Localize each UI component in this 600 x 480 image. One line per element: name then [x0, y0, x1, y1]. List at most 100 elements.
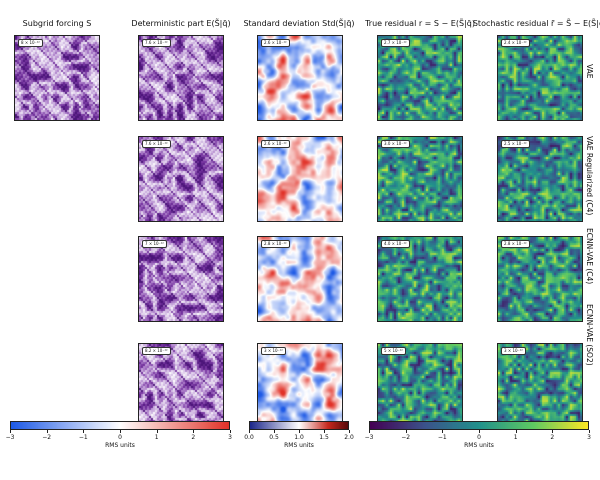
deterministic-part-panel: 7.6 × 10⁻¹²: [138, 136, 224, 222]
true-residual-panel: 2.7 × 10⁻¹²: [377, 35, 463, 121]
heatmap-image: [378, 344, 462, 428]
colorbar-tick-label: 0.0: [244, 434, 254, 441]
rms-annotation: 3 × 10⁻¹²: [501, 347, 526, 355]
colorbar-tick-label: 2.0: [344, 434, 354, 441]
row-label-vae: VAE: [585, 64, 594, 79]
rms-annotation: 2.4 × 10⁻¹²: [501, 39, 530, 47]
column-title-stddev: Standard deviation Std(S̃|q̄): [243, 19, 355, 28]
colorbar-tick-label: 1: [513, 434, 518, 441]
colorbar-tick-label: −2: [42, 434, 52, 441]
column-title-true-residual: True residual r = S − E(S̃|q̄): [365, 19, 475, 28]
stddev-panel: 2.6 × 10⁻¹²: [257, 136, 343, 222]
colorbar-bwr: [10, 421, 230, 430]
colorbar-tick-mark: [46, 430, 48, 433]
rms-annotation: 7.6 × 10⁻¹²: [142, 140, 171, 148]
true-residual-panel: 3.0 × 10⁻¹²: [377, 136, 463, 222]
true-residual-panel: 4.0 × 10⁻¹²: [377, 236, 463, 322]
rms-annotation: 2.8 × 10⁻¹²: [501, 240, 530, 248]
column-title-deterministic: Deterministic part E(S̃|q̄): [131, 19, 231, 28]
row-label-vae-regularized: VAE Regularized (C4): [585, 136, 594, 216]
colorbar-tick-label: 2: [191, 434, 196, 441]
deterministic-part-panel: 8.2 × 10⁻¹²: [138, 343, 224, 429]
row-label-ecnn-vae-c4: ECNN-VAE (C4): [585, 228, 594, 285]
colorbar-tick-mark: [249, 430, 250, 433]
colorbar-tick-mark: [349, 430, 350, 433]
rms-annotation: 2.8 × 10⁻¹²: [261, 240, 290, 248]
rms-annotation: 3 × 10⁻¹²: [261, 347, 286, 355]
colorbar-tick-mark: [230, 430, 231, 433]
heatmap-image: [378, 36, 462, 120]
heatmap-image: [498, 237, 582, 321]
heatmap-image: [258, 237, 342, 321]
colorbar-tick-mark: [369, 430, 370, 433]
colorbar-tick-mark: [589, 430, 590, 433]
deterministic-part-panel: 7 × 10⁻¹²: [138, 236, 224, 322]
rms-annotation: 4.0 × 10⁻¹²: [381, 240, 410, 248]
rms-annotation: 2.7 × 10⁻¹²: [381, 39, 410, 47]
colorbar-tick-mark: [299, 430, 300, 433]
column-title-stochastic-residual: Stochastic residual r̃ = S̃ − E(S̃|q̄): [472, 19, 600, 28]
colorbar-tick-mark: [274, 430, 275, 433]
colorbar-tick-label: 2: [550, 434, 555, 441]
heatmap-image: [258, 36, 342, 120]
rms-annotation: 2.6 × 10⁻¹²: [261, 39, 290, 47]
colorbar-tick-label: −3: [5, 434, 15, 441]
colorbar-tick-label: −1: [78, 434, 88, 441]
colorbar-tick-label: 1.5: [319, 434, 329, 441]
rms-annotation: 5 × 10⁻¹²: [381, 347, 406, 355]
colorbar-tick-mark: [552, 430, 554, 433]
colorbar-tick-mark: [156, 430, 158, 433]
colorbar-tick-label: 0: [477, 434, 481, 441]
stochastic-residual-panel: 2.8 × 10⁻¹²: [497, 236, 583, 322]
colorbar-tick-mark: [83, 430, 85, 433]
colorbar-tick-label: −3: [364, 434, 374, 441]
colorbar-tick-mark: [515, 430, 517, 433]
rms-annotation: 8 × 10⁻¹²: [18, 39, 43, 47]
colorbar-tick-label: 3: [228, 434, 232, 441]
colorbar-tick-label: 1.0: [294, 434, 304, 441]
rms-annotation: 7.6 × 10⁻¹²: [142, 39, 171, 47]
stochastic-residual-panel: 2.4 × 10⁻¹²: [497, 35, 583, 121]
rms-annotation: 2.5 × 10⁻¹²: [501, 140, 530, 148]
rms-annotation: 3.0 × 10⁻¹²: [381, 140, 410, 148]
colorbar-tick-mark: [193, 430, 195, 433]
colorbar-tick-label: 1: [154, 434, 159, 441]
stddev-panel: 3 × 10⁻¹²: [257, 343, 343, 429]
colorbar-tick-mark: [120, 430, 121, 433]
colorbar-label-bwr: RMS units: [105, 442, 135, 449]
heatmap-image: [378, 237, 462, 321]
heatmap-image: [139, 36, 223, 120]
colorbar-std: [249, 421, 349, 430]
heatmap-image: [378, 137, 462, 221]
heatmap-image: [139, 137, 223, 221]
rms-annotation: 2.6 × 10⁻¹²: [261, 140, 290, 148]
heatmap-image: [139, 344, 223, 428]
heatmap-image: [139, 237, 223, 321]
colorbar-tick-label: 0: [118, 434, 122, 441]
colorbar-tick-label: 3: [587, 434, 591, 441]
colorbar-tick-mark: [442, 430, 444, 433]
heatmap-image: [498, 36, 582, 120]
heatmap-image: [15, 36, 99, 120]
heatmap-image: [498, 137, 582, 221]
stddev-panel: 2.8 × 10⁻¹²: [257, 236, 343, 322]
stochastic-residual-panel: 2.5 × 10⁻¹²: [497, 136, 583, 222]
colorbar-tick-mark: [10, 430, 11, 433]
stddev-panel: 2.6 × 10⁻¹²: [257, 35, 343, 121]
heatmap-image: [258, 344, 342, 428]
true-residual-panel: 5 × 10⁻¹²: [377, 343, 463, 429]
colorbar-tick-mark: [479, 430, 480, 433]
heatmap-image: [498, 344, 582, 428]
colorbar-tick-label: 0.5: [269, 434, 279, 441]
colorbar-tick-mark: [324, 430, 325, 433]
stochastic-residual-panel: 3 × 10⁻¹²: [497, 343, 583, 429]
colorbar-tick-mark: [405, 430, 407, 433]
colorbar-tick-label: −1: [437, 434, 447, 441]
subgrid-forcing-panel: 8 × 10⁻¹²: [14, 35, 100, 121]
colorbar-tick-label: −2: [401, 434, 411, 441]
heatmap-image: [258, 137, 342, 221]
rms-annotation: 7 × 10⁻¹²: [142, 240, 167, 248]
colorbar-viridis: [369, 421, 589, 430]
deterministic-part-panel: 7.6 × 10⁻¹²: [138, 35, 224, 121]
colorbar-label-viridis: RMS units: [464, 442, 494, 449]
